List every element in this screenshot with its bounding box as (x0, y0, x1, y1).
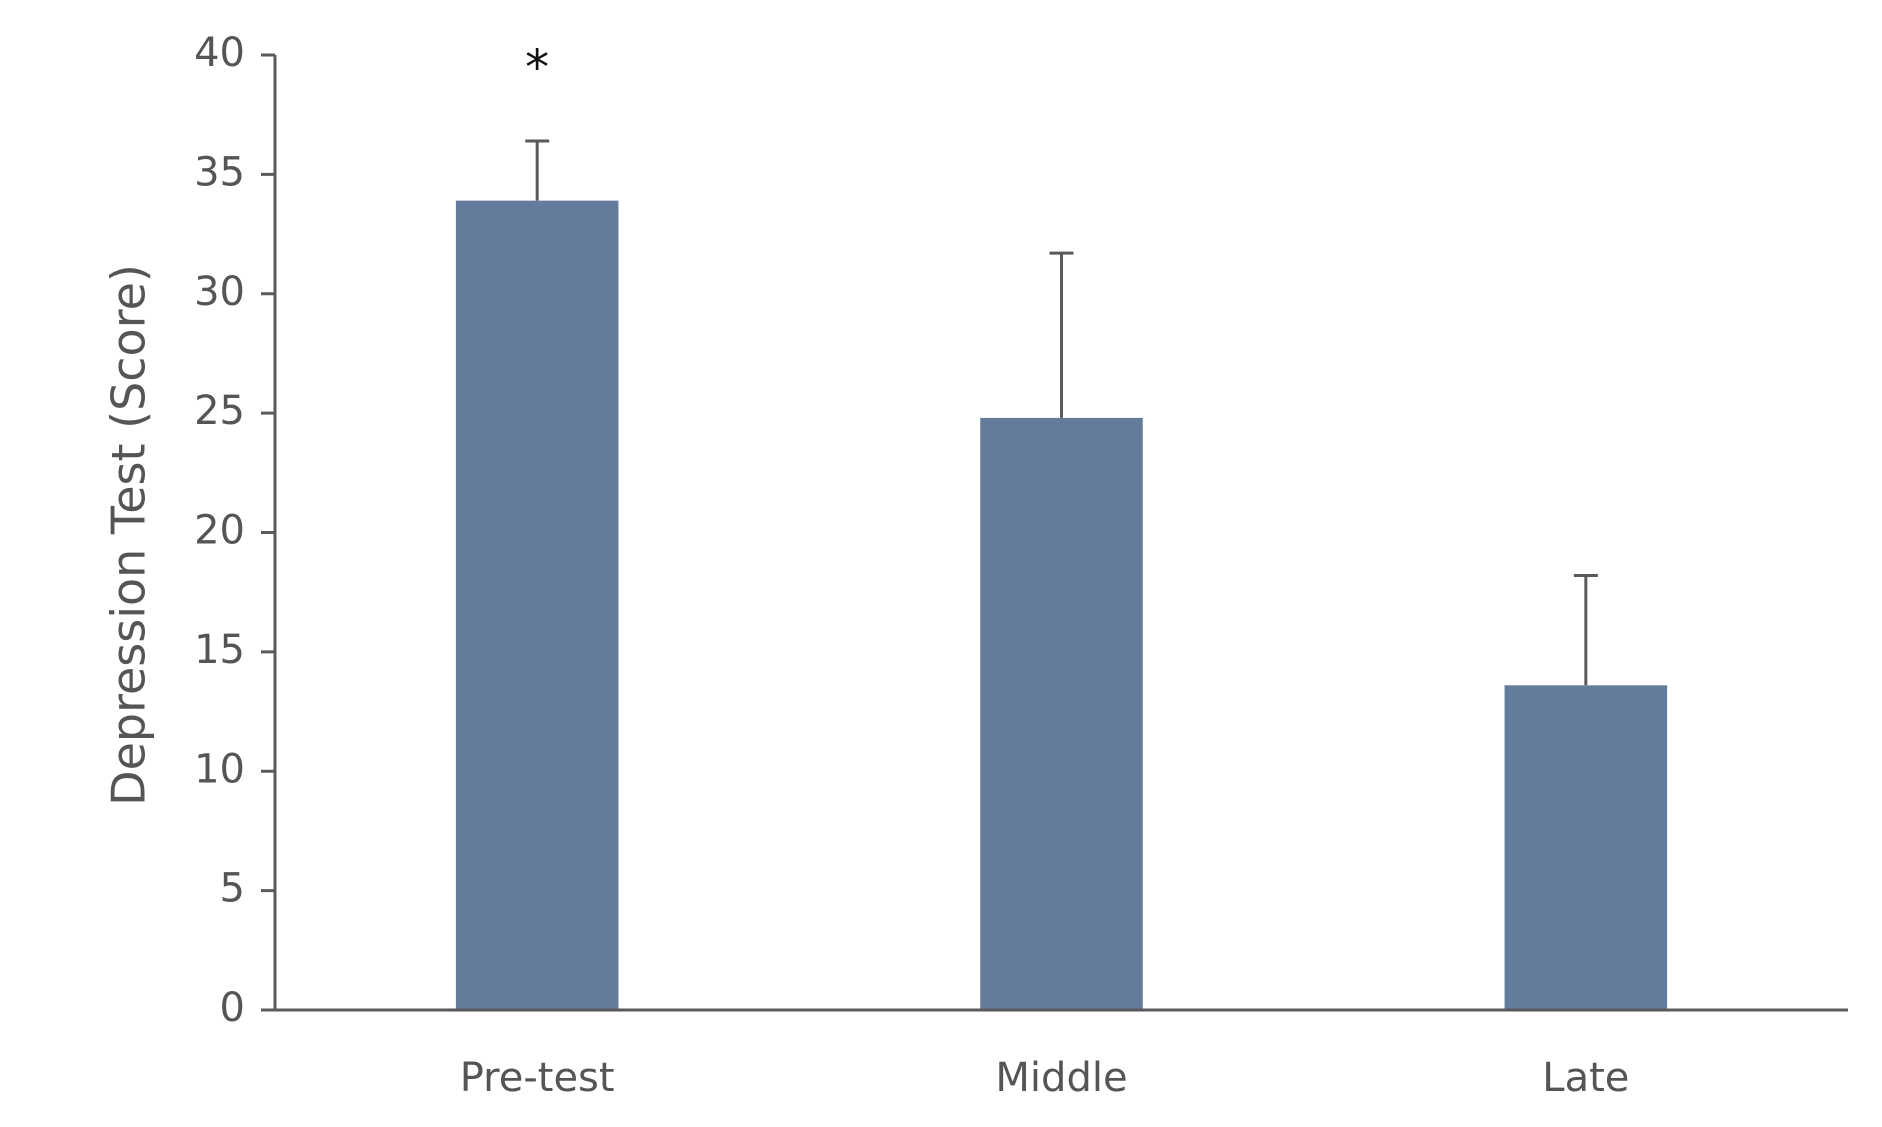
y-tick-label: 30 (194, 269, 245, 315)
y-tick-label: 20 (194, 508, 245, 554)
y-tick-label: 25 (194, 388, 245, 434)
y-tick-label: 10 (194, 746, 245, 792)
x-tick-label: Pre-test (460, 1055, 615, 1101)
x-tick-label: Middle (995, 1055, 1127, 1101)
y-tick-label: 0 (220, 985, 245, 1031)
y-tick-label: 5 (220, 866, 245, 912)
bar (980, 417, 1143, 1010)
bar (455, 200, 619, 1010)
x-tick-label: Late (1542, 1055, 1629, 1101)
y-tick-label: 35 (194, 149, 245, 195)
bar (1504, 685, 1668, 1010)
annotation: * (525, 40, 549, 96)
y-tick-label: 40 (194, 30, 245, 76)
y-axis-title: Depression Test (Score) (102, 264, 156, 806)
y-tick-label: 15 (194, 627, 245, 673)
